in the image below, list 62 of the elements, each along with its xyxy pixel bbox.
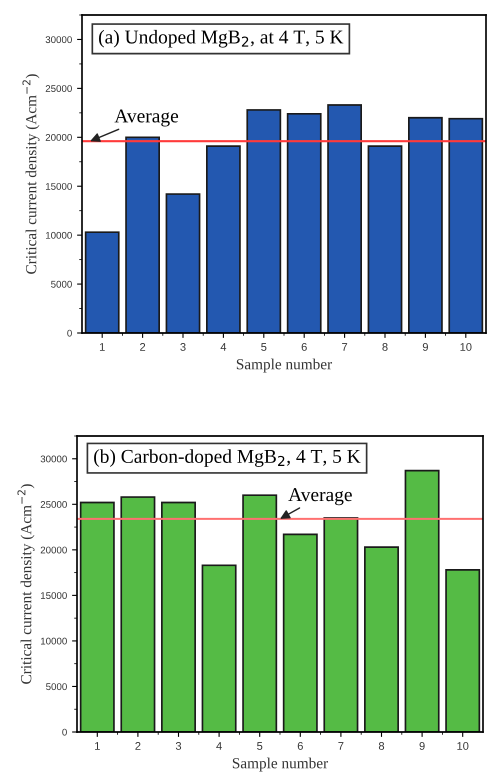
y-tick-label: 15000 [46, 182, 72, 190]
ref-line-label: Average [114, 110, 178, 127]
y-tick-label: 20000 [40, 546, 67, 554]
y-tick-label: 15000 [40, 592, 67, 600]
x-tick-label: 7 [338, 742, 344, 750]
x-tick-label: 2 [135, 742, 140, 750]
bar [368, 145, 402, 333]
bar [202, 564, 237, 732]
bar [80, 502, 115, 732]
y-tick-label: 0 [62, 728, 67, 736]
bar [282, 534, 318, 732]
y-tick-label: 0 [67, 330, 72, 337]
x-tick-label: 2 [140, 343, 146, 351]
bar [242, 494, 278, 732]
bar [364, 546, 399, 732]
text: (a) Undoped MgB$_{2}$, at 4 T, 5 K [99, 30, 344, 48]
x-tick-label: 10 [460, 343, 472, 351]
x-tick-label: 5 [257, 742, 262, 750]
y-tick-label: 30000 [40, 456, 67, 462]
bar [327, 104, 362, 333]
y-tick-label: 5000 [51, 280, 72, 288]
bar [323, 517, 358, 732]
x-tick-label: 4 [220, 343, 226, 351]
bar [120, 496, 156, 732]
bar [166, 193, 200, 333]
text: (b) Carbon-doped MgB$_{2}$, 4 T, 5 K [94, 449, 361, 467]
bar [408, 116, 443, 333]
x-tick-label: 1 [100, 343, 105, 351]
x-tick-label: 5 [261, 343, 266, 351]
y-tick-label: 30000 [46, 36, 72, 44]
bar [206, 145, 241, 333]
bar [84, 231, 120, 333]
x-tick-label: 7 [342, 343, 348, 351]
y-tick-label: 10000 [40, 638, 67, 645]
y-tick-label: 5000 [46, 683, 67, 690]
bar [161, 502, 196, 732]
x-axis-title: Sample number [232, 758, 328, 772]
y-axis-title: Critical current density (Acm$^{−2}$) [22, 74, 40, 274]
x-tick-label: 9 [422, 343, 428, 351]
x-tick-label: 4 [216, 742, 222, 750]
x-tick-label: 1 [95, 742, 100, 750]
bar [246, 109, 282, 333]
bar [445, 569, 480, 732]
x-axis-title: Sample number [236, 358, 332, 372]
x-tick-label: 10 [457, 742, 468, 750]
y-tick-label: 10000 [46, 232, 72, 239]
x-tick-label: 6 [298, 742, 303, 750]
x-tick-label: 3 [176, 742, 182, 750]
x-tick-label: 8 [378, 742, 384, 750]
y-tick-label: 25000 [40, 501, 67, 508]
y-tick-label: 20000 [46, 134, 72, 141]
x-tick-label: 8 [382, 343, 388, 351]
bar [286, 112, 322, 333]
x-tick-label: 9 [420, 742, 425, 750]
y-tick-label: 25000 [46, 85, 72, 92]
ref-line-label: Average [288, 488, 352, 506]
bar [404, 470, 440, 732]
bar [448, 118, 484, 333]
x-tick-label: 6 [302, 343, 307, 351]
bar [125, 136, 160, 333]
x-tick-label: 3 [180, 343, 186, 351]
y-axis-title: Critical current density (Acm$^{−2}$) [17, 484, 35, 684]
